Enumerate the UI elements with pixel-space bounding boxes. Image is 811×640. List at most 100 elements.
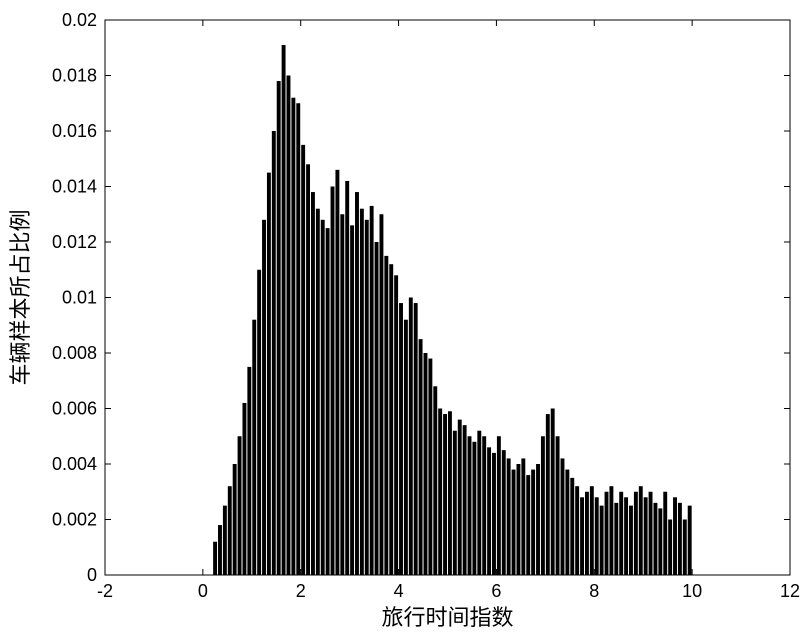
- histogram-bar: [355, 192, 359, 575]
- x-axis-label: 旅行时间指数: [381, 605, 513, 630]
- histogram-bar: [438, 409, 442, 576]
- histogram-bar: [443, 414, 447, 575]
- histogram-bar: [565, 470, 569, 575]
- y-tick-label: 0.018: [52, 66, 97, 86]
- histogram-bar: [350, 225, 354, 575]
- histogram-bar: [419, 339, 423, 575]
- histogram-bar: [331, 187, 335, 576]
- histogram-bar: [306, 164, 310, 575]
- histogram-bar: [463, 425, 467, 575]
- y-axis-label: 车辆样本所占比例: [8, 209, 33, 385]
- x-tick-label: 6: [491, 581, 501, 601]
- chart-container: -2024681012 00.0020.0040.0060.0080.010.0…: [0, 0, 811, 640]
- histogram-bar: [551, 409, 555, 576]
- histogram-bar: [619, 492, 623, 575]
- histogram-bar: [668, 520, 672, 576]
- histogram-bar: [487, 447, 491, 575]
- histogram-bar: [296, 103, 300, 575]
- histogram-bar: [448, 411, 452, 575]
- histogram-bar: [614, 503, 618, 575]
- histogram-bar: [526, 475, 530, 575]
- histogram-bar: [282, 45, 286, 575]
- histogram-bar: [580, 497, 584, 575]
- y-tick-label: 0.014: [52, 177, 97, 197]
- histogram-bar: [424, 353, 428, 575]
- y-tick-label: 0.006: [52, 399, 97, 419]
- histogram-bar: [634, 492, 638, 575]
- histogram-bar: [516, 464, 520, 575]
- x-tick-label: 0: [198, 581, 208, 601]
- histogram-bar: [340, 214, 344, 575]
- histogram-bar: [433, 386, 437, 575]
- y-tick-label: 0.004: [52, 454, 97, 474]
- histogram-bar: [321, 220, 325, 575]
- histogram-bar: [609, 486, 613, 575]
- histogram-bar: [389, 264, 393, 575]
- histogram-bar: [497, 436, 501, 575]
- histogram-bar: [326, 228, 330, 575]
- histogram-bar: [492, 453, 496, 575]
- y-tick-label: 0.012: [52, 232, 97, 252]
- histogram-bar: [335, 170, 339, 575]
- histogram-bar: [482, 436, 486, 575]
- y-tick-label: 0.002: [52, 510, 97, 530]
- histogram-bar: [570, 478, 574, 575]
- histogram-bar: [658, 508, 662, 575]
- histogram-bar: [575, 486, 579, 575]
- histogram-bar: [228, 486, 232, 575]
- histogram-bar: [404, 320, 408, 575]
- histogram-bar: [453, 431, 457, 575]
- y-tick-label: 0.008: [52, 343, 97, 363]
- histogram-bar: [624, 497, 628, 575]
- x-tick-label: 10: [682, 581, 702, 601]
- histogram-bar: [311, 192, 315, 575]
- histogram-bar: [375, 242, 379, 575]
- y-tick-label: 0.016: [52, 121, 97, 141]
- histogram-bar: [536, 464, 540, 575]
- histogram-bar: [683, 520, 687, 576]
- x-tick-label: 12: [780, 581, 800, 601]
- histogram-bar: [360, 209, 364, 575]
- histogram-bar: [213, 542, 217, 575]
- histogram-bar: [370, 206, 374, 575]
- histogram-bar: [257, 270, 261, 575]
- histogram-bar: [605, 492, 609, 575]
- histogram-bar: [595, 497, 599, 575]
- y-tick-label: 0: [87, 565, 97, 585]
- histogram-bar: [365, 220, 369, 575]
- y-tick-label: 0.01: [62, 288, 97, 308]
- histogram-bar: [521, 458, 525, 575]
- histogram-chart: -2024681012 00.0020.0040.0060.0080.010.0…: [0, 0, 811, 640]
- histogram-bar: [409, 298, 413, 576]
- histogram-bar: [301, 145, 305, 575]
- histogram-bar: [277, 81, 281, 575]
- y-tick-label: 0.02: [62, 10, 97, 30]
- x-tick-label: 4: [394, 581, 404, 601]
- histogram-bar: [629, 506, 633, 575]
- x-tick-label: -2: [97, 581, 113, 601]
- histogram-bar: [252, 320, 256, 575]
- histogram-bar: [556, 436, 560, 575]
- histogram-bar: [287, 76, 291, 576]
- histogram-bar: [267, 173, 271, 575]
- histogram-bar: [541, 436, 545, 575]
- histogram-bar: [468, 436, 472, 575]
- histogram-bar: [678, 503, 682, 575]
- histogram-bar: [663, 492, 667, 575]
- histogram-bar: [399, 303, 403, 575]
- histogram-bar: [384, 256, 388, 575]
- histogram-bar: [531, 470, 535, 575]
- histogram-bar: [600, 506, 604, 575]
- histogram-bar: [688, 506, 692, 575]
- histogram-bar: [223, 506, 227, 575]
- histogram-bar: [394, 275, 398, 575]
- histogram-bar: [291, 98, 295, 575]
- histogram-bar: [653, 503, 657, 575]
- histogram-bar: [345, 181, 349, 575]
- histogram-bar: [590, 486, 594, 575]
- histogram-bar: [414, 303, 418, 575]
- histogram-bar: [649, 492, 653, 575]
- histogram-bars: [213, 45, 692, 575]
- histogram-bar: [238, 436, 242, 575]
- histogram-bar: [512, 470, 516, 575]
